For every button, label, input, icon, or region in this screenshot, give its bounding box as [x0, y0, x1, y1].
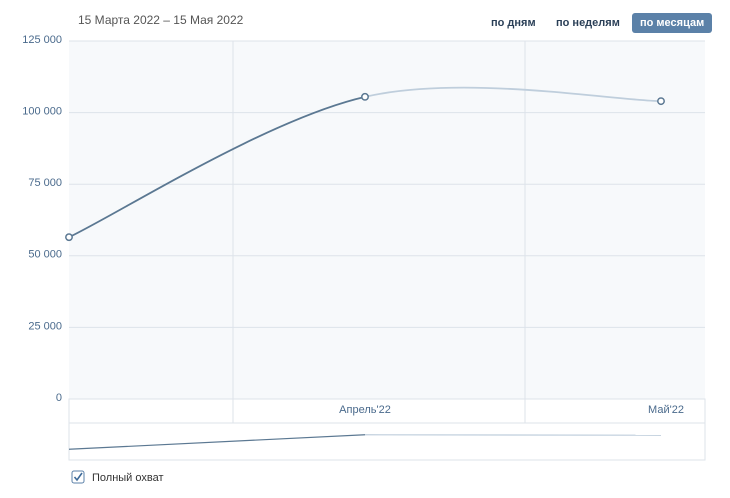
series-line — [364, 86, 662, 103]
date-range: 15 Марта 2022 – 15 Мая 2022 — [78, 13, 244, 27]
x-tick-label: Апрель'22 — [339, 404, 391, 416]
checkmark — [73, 472, 83, 482]
y-tick-label: 75 000 — [28, 177, 62, 189]
period-button[interactable]: по месяцам — [632, 13, 713, 33]
checkbox[interactable] — [71, 470, 85, 484]
legend-label[interactable]: Полный охват — [92, 472, 164, 484]
point — [361, 92, 369, 101]
y-tick-label: 0 — [56, 392, 62, 404]
point — [65, 233, 73, 242]
point — [657, 97, 665, 106]
period-button[interactable]: по дням — [491, 17, 536, 29]
y-tick-label: 100 000 — [22, 106, 62, 118]
x-tick-label: Май'22 — [648, 404, 684, 416]
series-line — [68, 95, 366, 238]
period-button[interactable]: по неделям — [556, 17, 620, 29]
navigator — [68, 422, 706, 461]
y-tick-label: 25 000 — [28, 320, 62, 332]
plot-area — [69, 41, 705, 399]
navigator-line — [68, 434, 366, 450]
y-tick-label: 50 000 — [28, 249, 62, 261]
y-tick-label: 125 000 — [22, 34, 62, 46]
